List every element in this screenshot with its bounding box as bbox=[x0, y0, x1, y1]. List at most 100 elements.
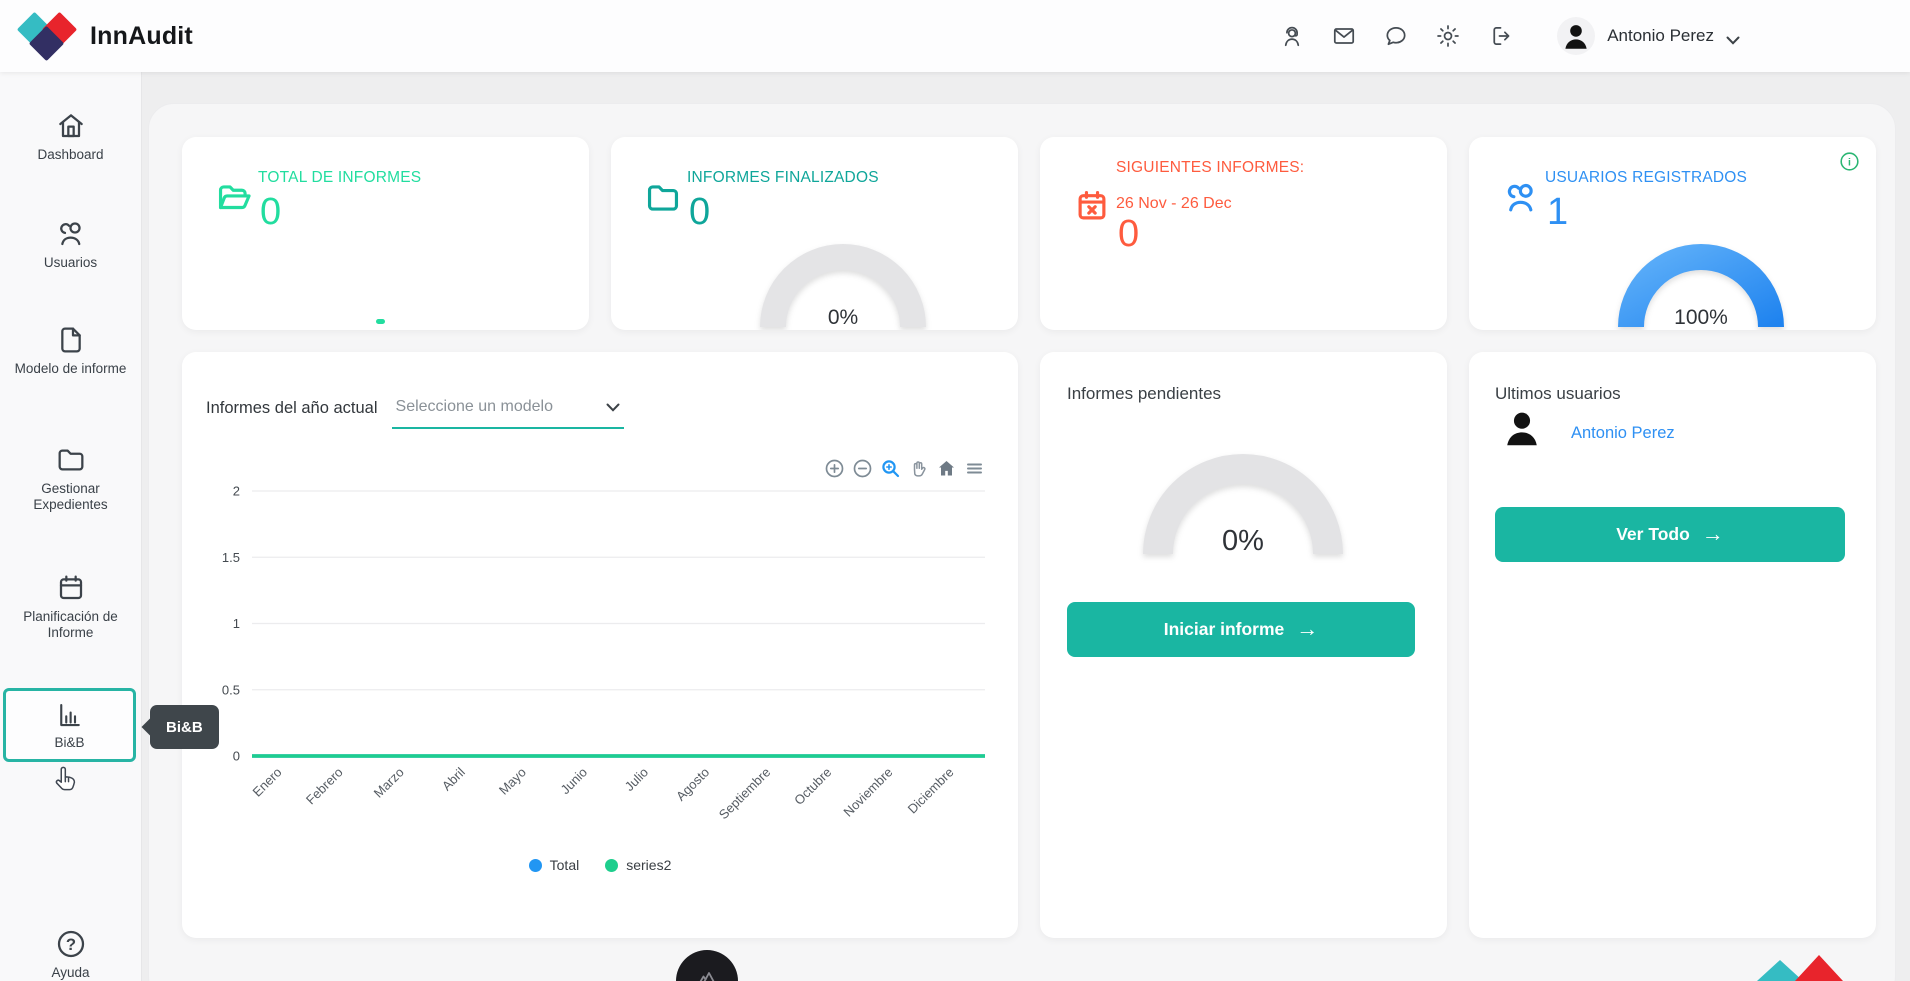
user-avatar[interactable] bbox=[1557, 17, 1596, 55]
svg-text:Abril: Abril bbox=[439, 764, 468, 793]
pan-hand-icon[interactable] bbox=[908, 458, 929, 479]
sidebar-item-ayuda[interactable]: ? Ayuda bbox=[0, 928, 141, 981]
menu-icon[interactable] bbox=[964, 458, 985, 479]
svg-text:?: ? bbox=[65, 935, 75, 954]
svg-text:1: 1 bbox=[233, 616, 240, 631]
svg-text:i: i bbox=[1848, 156, 1851, 168]
legend-item[interactable]: series2 bbox=[605, 857, 671, 873]
stat-card-usuarios-registrados: i USUARIOS REGISTRADOS 1 100% bbox=[1469, 137, 1876, 330]
folder-icon bbox=[58, 449, 83, 471]
arrow-right-icon: → bbox=[1296, 615, 1319, 641]
legend-label: series2 bbox=[626, 857, 672, 873]
user-link[interactable]: Antonio Perez bbox=[1571, 424, 1675, 442]
svg-text:0.5: 0.5 bbox=[222, 682, 240, 697]
ver-todo-button[interactable]: Ver Todo → bbox=[1495, 507, 1845, 562]
header-actions: Antonio Perez bbox=[1279, 0, 1740, 72]
info-icon[interactable]: i bbox=[1839, 151, 1860, 172]
stat-value: 1 bbox=[1547, 191, 1569, 233]
sidebar-item-usuarios[interactable]: Usuarios bbox=[0, 218, 141, 271]
chart-legend: Total series2 bbox=[182, 857, 1018, 873]
users-icon bbox=[59, 222, 81, 246]
chevron-down-icon bbox=[606, 403, 620, 412]
stat-value: 0 bbox=[260, 191, 282, 233]
stat-date-range: 26 Nov - 26 Dec bbox=[1116, 195, 1232, 212]
svg-text:Febrero: Febrero bbox=[303, 765, 346, 808]
model-select-value: Seleccione un modelo bbox=[395, 398, 553, 415]
mail-icon[interactable] bbox=[1331, 23, 1357, 49]
svg-text:Mayo: Mayo bbox=[496, 765, 529, 798]
support-headset-icon[interactable] bbox=[1279, 23, 1305, 49]
chart-toolbar bbox=[824, 458, 985, 479]
svg-text:Julio: Julio bbox=[622, 765, 652, 795]
stat-title: TOTAL DE INFORMES bbox=[258, 169, 422, 186]
sidebar-item-label: Modelo de informe bbox=[14, 361, 127, 376]
tooltip-label: Bi&B bbox=[166, 718, 203, 736]
svg-text:Enero: Enero bbox=[250, 765, 285, 800]
svg-text:Agosto: Agosto bbox=[673, 765, 712, 804]
svg-text:2: 2 bbox=[233, 484, 240, 499]
chat-icon[interactable] bbox=[1383, 23, 1409, 49]
sidebar-item-label: Ayuda bbox=[51, 965, 90, 980]
legend-item[interactable]: Total bbox=[528, 857, 580, 873]
legend-dot bbox=[605, 858, 619, 872]
stat-title: SIGUIENTES INFORMES: bbox=[1116, 159, 1305, 176]
brand-name: InnAudit bbox=[90, 21, 193, 50]
user-avatar bbox=[1499, 405, 1545, 451]
stat-value: 0 bbox=[689, 191, 711, 233]
gauge-percent: 0% bbox=[827, 306, 859, 329]
svg-text:Septiembre: Septiembre bbox=[716, 765, 774, 823]
settings-gear-icon[interactable] bbox=[1435, 23, 1461, 49]
arrow-right-icon: → bbox=[1701, 520, 1724, 546]
svg-text:Diciembre: Diciembre bbox=[905, 765, 957, 817]
sidebar: Dashboard Usuarios Modelo de informe Ges… bbox=[0, 72, 142, 981]
card-title: Ultimos usuarios bbox=[1495, 384, 1621, 403]
svg-text:0: 0 bbox=[233, 749, 240, 764]
pending-reports-card: Informes pendientes 0% Iniciar informe → bbox=[1040, 352, 1447, 938]
calendar-x-icon bbox=[1073, 187, 1111, 225]
chevron-down-icon[interactable] bbox=[1726, 32, 1740, 45]
stat-value: 0 bbox=[1118, 213, 1140, 255]
sidebar-item-label: Usuarios bbox=[43, 255, 98, 270]
stat-title: USUARIOS REGISTRADOS bbox=[1545, 169, 1748, 186]
stat-title: INFORMES FINALIZADOS bbox=[687, 169, 879, 186]
sidebar-item-modelo-de-informe[interactable]: Modelo de informe bbox=[0, 324, 141, 377]
sidebar-item-dashboard[interactable]: Dashboard bbox=[0, 110, 141, 163]
zoom-out-icon[interactable] bbox=[852, 458, 873, 479]
card-title: Informes pendientes bbox=[1067, 384, 1222, 403]
iniciar-informe-button[interactable]: Iniciar informe → bbox=[1067, 602, 1415, 657]
bar-chart-icon bbox=[59, 703, 80, 726]
logout-icon[interactable] bbox=[1487, 23, 1513, 49]
line-chart[interactable]: 0 0.5 1 1.5 2 Enero Febrero Marzo Abril Mayo Junio… bbox=[182, 477, 1018, 842]
sidebar-item-bib-active[interactable]: Bi&B bbox=[3, 688, 136, 762]
svg-text:Noviembre: Noviembre bbox=[840, 765, 895, 820]
help-icon: ? bbox=[57, 930, 84, 958]
document-icon bbox=[60, 327, 81, 353]
model-select[interactable]: Seleccione un modelo bbox=[391, 396, 624, 429]
sidebar-item-label: Bi&B bbox=[54, 734, 85, 750]
gauge-usuarios: 100% bbox=[1615, 235, 1787, 330]
sidebar-item-gestionar-expedientes[interactable]: Gestionar Expedientes bbox=[0, 444, 141, 513]
legend-dot bbox=[528, 858, 542, 872]
brand-logo[interactable]: InnAudit bbox=[16, 10, 193, 62]
hand-cursor-icon bbox=[50, 764, 80, 796]
logo-icon bbox=[16, 10, 78, 62]
gauge-percent: 0% bbox=[1222, 525, 1264, 557]
gauge-finalizados: 0% bbox=[757, 235, 929, 330]
stat-card-siguientes-informes: SIGUIENTES INFORMES: 26 Nov - 26 Dec 0 bbox=[1040, 137, 1447, 330]
bib-tooltip: Bi&B bbox=[150, 705, 219, 749]
folder-icon bbox=[644, 179, 682, 217]
legend-label: Total bbox=[549, 857, 580, 873]
sidebar-item-label: Planificación de Informe bbox=[23, 609, 118, 640]
chart-title: Informes del año actual bbox=[206, 399, 378, 417]
reset-home-icon[interactable] bbox=[936, 458, 957, 479]
zoom-tool-icon[interactable] bbox=[880, 458, 901, 479]
home-icon bbox=[58, 114, 83, 138]
zoom-in-icon[interactable] bbox=[824, 458, 845, 479]
sidebar-item-planificacion-de-informe[interactable]: Planificación de Informe bbox=[0, 572, 141, 641]
users-icon bbox=[1502, 179, 1540, 217]
stat-card-informes-finalizados: INFORMES FINALIZADOS 0 0% bbox=[611, 137, 1018, 330]
latest-users-card: Ultimos usuarios Antonio Perez Ver Todo … bbox=[1469, 352, 1876, 938]
user-name[interactable]: Antonio Perez bbox=[1607, 26, 1714, 45]
svg-text:Marzo: Marzo bbox=[371, 765, 407, 801]
